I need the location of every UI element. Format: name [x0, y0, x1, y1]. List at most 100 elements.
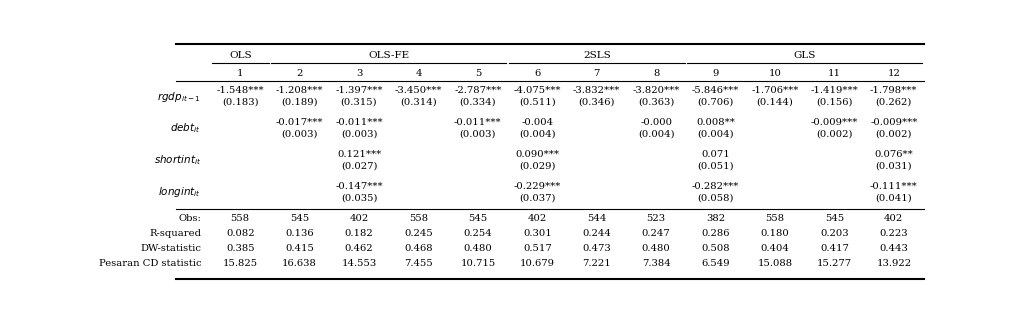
- Text: (0.003): (0.003): [281, 130, 318, 139]
- Text: 0.415: 0.415: [285, 244, 314, 253]
- Text: -1.548***: -1.548***: [216, 86, 264, 95]
- Text: 0.385: 0.385: [226, 244, 254, 253]
- Text: (0.511): (0.511): [519, 98, 556, 107]
- Text: 4: 4: [415, 69, 421, 78]
- Text: 0.480: 0.480: [464, 244, 493, 253]
- Text: (0.346): (0.346): [578, 98, 615, 107]
- Text: 0.008**: 0.008**: [696, 118, 734, 128]
- Text: 5: 5: [475, 69, 481, 78]
- Text: (0.002): (0.002): [816, 130, 852, 139]
- Text: (0.058): (0.058): [697, 194, 733, 203]
- Text: 8: 8: [653, 69, 659, 78]
- Text: 15.277: 15.277: [817, 259, 852, 268]
- Text: -0.229***: -0.229***: [513, 182, 561, 191]
- Text: 15.088: 15.088: [757, 259, 792, 268]
- Text: -0.111***: -0.111***: [870, 182, 917, 191]
- Text: (0.029): (0.029): [519, 162, 556, 171]
- Text: 0.301: 0.301: [523, 229, 552, 238]
- Text: -0.011***: -0.011***: [336, 118, 383, 128]
- Text: -3.832***: -3.832***: [573, 86, 621, 95]
- Text: $\mathit{debt}_{it}$: $\mathit{debt}_{it}$: [170, 122, 201, 136]
- Text: 545: 545: [290, 214, 309, 223]
- Text: 558: 558: [765, 214, 784, 223]
- Text: (0.004): (0.004): [697, 130, 733, 139]
- Text: -1.706***: -1.706***: [751, 86, 799, 95]
- Text: 544: 544: [587, 214, 606, 223]
- Text: -3.820***: -3.820***: [632, 86, 680, 95]
- Text: 16.638: 16.638: [282, 259, 317, 268]
- Text: (0.144): (0.144): [756, 98, 793, 107]
- Text: 10.679: 10.679: [520, 259, 555, 268]
- Text: (0.035): (0.035): [341, 194, 377, 203]
- Text: (0.315): (0.315): [341, 98, 377, 107]
- Text: 402: 402: [349, 214, 369, 223]
- Text: 0.247: 0.247: [641, 229, 670, 238]
- Text: 558: 558: [409, 214, 428, 223]
- Text: (0.189): (0.189): [281, 98, 318, 107]
- Text: 0.286: 0.286: [701, 229, 729, 238]
- Text: 7.384: 7.384: [641, 259, 670, 268]
- Text: 9: 9: [713, 69, 719, 78]
- Text: Pesaran CD statistic: Pesaran CD statistic: [98, 259, 201, 268]
- Text: 0.245: 0.245: [404, 229, 433, 238]
- Text: (0.183): (0.183): [222, 98, 258, 107]
- Text: 11: 11: [827, 69, 841, 78]
- Text: 402: 402: [528, 214, 546, 223]
- Text: (0.314): (0.314): [400, 98, 437, 107]
- Text: 0.076**: 0.076**: [874, 150, 913, 160]
- Text: 523: 523: [647, 214, 665, 223]
- Text: -0.004: -0.004: [522, 118, 554, 128]
- Text: -0.282***: -0.282***: [692, 182, 740, 191]
- Text: 0.136: 0.136: [285, 229, 314, 238]
- Text: 402: 402: [884, 214, 904, 223]
- Text: DW-statistic: DW-statistic: [140, 244, 201, 253]
- Text: 0.180: 0.180: [760, 229, 789, 238]
- Text: 0.480: 0.480: [641, 244, 670, 253]
- Text: -0.011***: -0.011***: [455, 118, 502, 128]
- Text: $\mathit{shortint}_{it}$: $\mathit{shortint}_{it}$: [154, 153, 201, 167]
- Text: 0.517: 0.517: [523, 244, 552, 253]
- Text: 1: 1: [237, 69, 244, 78]
- Text: -1.397***: -1.397***: [336, 86, 383, 95]
- Text: (0.003): (0.003): [460, 130, 496, 139]
- Text: 0.082: 0.082: [226, 229, 254, 238]
- Text: -0.000: -0.000: [640, 118, 672, 128]
- Text: 6: 6: [534, 69, 540, 78]
- Text: 0.404: 0.404: [760, 244, 789, 253]
- Text: -1.208***: -1.208***: [276, 86, 323, 95]
- Text: 0.244: 0.244: [583, 229, 612, 238]
- Text: 382: 382: [706, 214, 725, 223]
- Text: 0.203: 0.203: [820, 229, 849, 238]
- Text: (0.334): (0.334): [460, 98, 496, 107]
- Text: -1.419***: -1.419***: [811, 86, 858, 95]
- Text: 545: 545: [468, 214, 488, 223]
- Text: GLS: GLS: [793, 51, 816, 60]
- Text: 0.182: 0.182: [345, 229, 373, 238]
- Text: (0.706): (0.706): [697, 98, 733, 107]
- Text: (0.004): (0.004): [637, 130, 675, 139]
- Text: -5.846***: -5.846***: [692, 86, 740, 95]
- Text: -0.147***: -0.147***: [336, 182, 383, 191]
- Text: (0.003): (0.003): [341, 130, 377, 139]
- Text: 10: 10: [769, 69, 781, 78]
- Text: 2: 2: [296, 69, 303, 78]
- Text: 14.553: 14.553: [342, 259, 377, 268]
- Text: (0.262): (0.262): [876, 98, 912, 107]
- Text: Obs:: Obs:: [179, 214, 201, 223]
- Text: R-squared: R-squared: [149, 229, 201, 238]
- Text: -0.009***: -0.009***: [811, 118, 858, 128]
- Text: 7: 7: [594, 69, 600, 78]
- Text: (0.041): (0.041): [875, 194, 912, 203]
- Text: 0.417: 0.417: [820, 244, 849, 253]
- Text: OLS: OLS: [229, 51, 251, 60]
- Text: 3: 3: [355, 69, 363, 78]
- Text: (0.027): (0.027): [341, 162, 377, 171]
- Text: 0.473: 0.473: [583, 244, 612, 253]
- Text: 545: 545: [824, 214, 844, 223]
- Text: 12: 12: [887, 69, 900, 78]
- Text: 0.071: 0.071: [701, 150, 730, 160]
- Text: $\mathit{rgdp}_{it-1}$: $\mathit{rgdp}_{it-1}$: [157, 90, 201, 104]
- Text: (0.051): (0.051): [697, 162, 733, 171]
- Text: 0.443: 0.443: [879, 244, 908, 253]
- Text: 13.922: 13.922: [876, 259, 911, 268]
